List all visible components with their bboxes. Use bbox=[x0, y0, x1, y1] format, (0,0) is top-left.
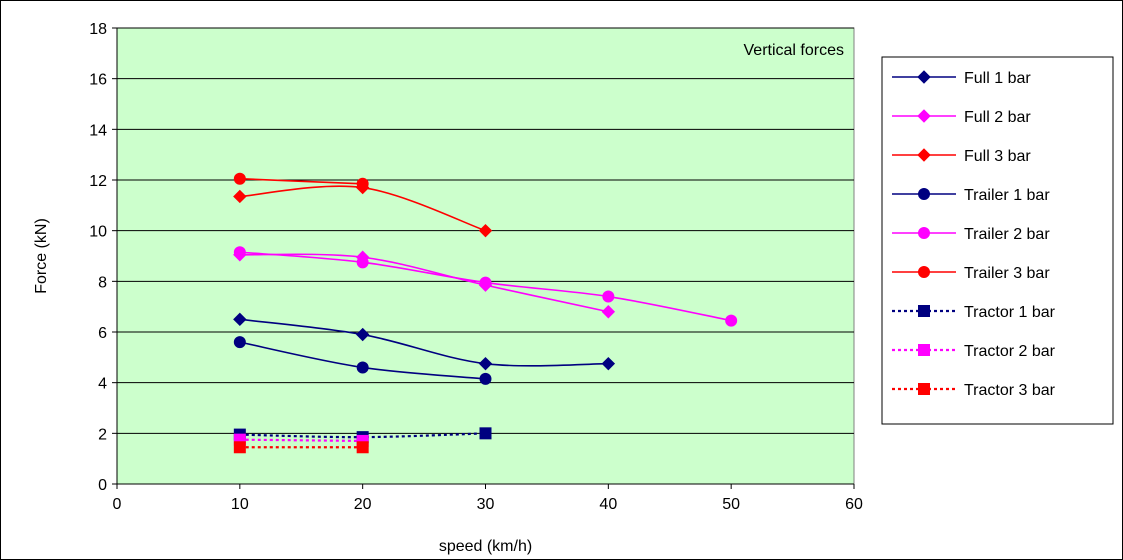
legend-marker bbox=[917, 148, 931, 162]
x-tick-label: 0 bbox=[113, 496, 122, 513]
data-point bbox=[233, 312, 247, 327]
y-tick-label: 16 bbox=[89, 72, 107, 89]
x-tick-label: 20 bbox=[354, 496, 372, 513]
legend-marker bbox=[918, 344, 930, 356]
legend-item: Trailer 3 bar bbox=[892, 265, 1050, 282]
axes-layer: 0 2 4 6 8 10 12 14 16 18 0 10 20 30 40 50 60 bbox=[89, 21, 863, 513]
y-tick-label: 12 bbox=[89, 173, 107, 190]
data-point bbox=[233, 441, 246, 454]
legend-marker bbox=[918, 266, 930, 278]
series-full-1-bar bbox=[233, 312, 616, 371]
legend-label: Full 3 bar bbox=[964, 148, 1031, 165]
series-trailer-1-bar bbox=[233, 336, 492, 385]
y-tick-label: 14 bbox=[89, 122, 107, 139]
legend-marker bbox=[918, 188, 930, 200]
data-point bbox=[601, 356, 616, 371]
legend-marker bbox=[918, 305, 930, 317]
x-tick-label: 40 bbox=[599, 496, 617, 513]
y-tick-label: 8 bbox=[98, 274, 107, 291]
series-line bbox=[239, 177, 363, 185]
data-point bbox=[233, 189, 247, 204]
y-axis-label: Force (kN) bbox=[33, 218, 50, 294]
legend-marker bbox=[917, 109, 931, 123]
x-axis-label: speed (km/h) bbox=[439, 538, 532, 555]
legend-item: Tractor 3 bar bbox=[892, 382, 1056, 399]
series-line bbox=[239, 253, 609, 313]
data-point bbox=[233, 172, 246, 185]
data-point bbox=[356, 441, 369, 454]
legend-label: Tractor 3 bar bbox=[964, 382, 1056, 399]
x-tick-label: 10 bbox=[231, 496, 249, 513]
legend-label: Tractor 1 bar bbox=[964, 304, 1056, 321]
data-point bbox=[478, 356, 493, 371]
data-point bbox=[355, 327, 370, 342]
legend-item: Trailer 2 bar bbox=[892, 226, 1050, 243]
data-point bbox=[233, 246, 246, 259]
data-point bbox=[479, 372, 492, 385]
data-point bbox=[479, 276, 492, 289]
series-line bbox=[239, 318, 609, 367]
x-tick-label: 50 bbox=[722, 496, 740, 513]
data-point bbox=[602, 290, 615, 303]
series-trailer-2-bar bbox=[233, 246, 738, 327]
series-layer bbox=[233, 172, 738, 454]
plot-area bbox=[116, 27, 855, 485]
data-point bbox=[479, 427, 492, 440]
chart-annotation: Vertical forces bbox=[744, 42, 844, 59]
data-point bbox=[601, 305, 616, 319]
data-point bbox=[478, 223, 493, 238]
legend-item: Full 1 bar bbox=[892, 70, 1031, 87]
legend-marker bbox=[918, 227, 930, 239]
y-tick-label: 10 bbox=[89, 224, 107, 241]
legend-label: Trailer 2 bar bbox=[964, 226, 1050, 243]
legend-item: Tractor 2 bar bbox=[892, 343, 1056, 360]
x-tick-label: 60 bbox=[845, 496, 863, 513]
series-trailer-3-bar bbox=[233, 172, 369, 190]
legend-label: Trailer 3 bar bbox=[964, 265, 1050, 282]
legend-label: Tractor 2 bar bbox=[964, 343, 1056, 360]
data-point bbox=[725, 314, 738, 327]
legend-item: Full 3 bar bbox=[892, 148, 1031, 165]
series-line bbox=[239, 438, 363, 443]
data-point bbox=[356, 177, 369, 190]
y-tick-label: 6 bbox=[98, 325, 107, 342]
y-tick-label: 4 bbox=[98, 376, 107, 393]
data-point bbox=[356, 256, 369, 269]
legend-label: Full 1 bar bbox=[964, 70, 1031, 87]
legend-marker bbox=[918, 383, 930, 395]
legend-label: Full 2 bar bbox=[964, 109, 1031, 126]
y-tick-label: 0 bbox=[98, 477, 107, 494]
legend: Full 1 bar Full 2 bar Full 3 bar Trailer 1 … bbox=[881, 56, 1114, 425]
x-tick-label: 30 bbox=[477, 496, 495, 513]
legend-item: Tractor 1 bar bbox=[892, 304, 1056, 321]
data-point bbox=[233, 336, 246, 349]
legend-item: Full 2 bar bbox=[892, 109, 1031, 126]
legend-item: Trailer 1 bar bbox=[892, 187, 1050, 204]
legend-marker bbox=[917, 70, 931, 84]
legend-label: Trailer 1 bar bbox=[964, 187, 1050, 204]
series-tractor-3-bar bbox=[233, 441, 369, 454]
y-tick-label: 2 bbox=[98, 426, 107, 443]
data-point bbox=[356, 361, 369, 374]
y-tick-label: 18 bbox=[89, 21, 107, 38]
